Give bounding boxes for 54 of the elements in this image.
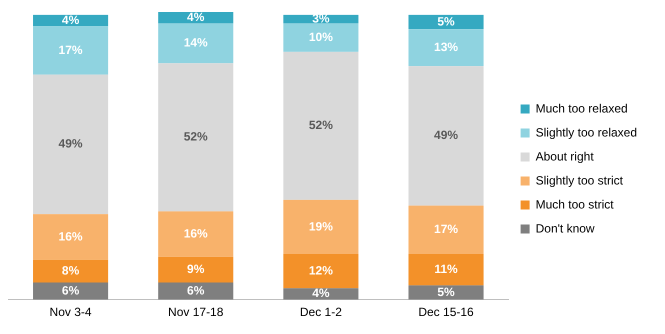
bar bbox=[33, 282, 108, 300]
bar bbox=[33, 260, 108, 283]
data-label: 11% bbox=[434, 262, 458, 276]
data-label: 8% bbox=[62, 263, 80, 278]
data-label: 19% bbox=[308, 219, 334, 234]
bar bbox=[33, 26, 108, 75]
x-tick-label: Nov 17-18 bbox=[168, 305, 224, 320]
bar bbox=[408, 254, 484, 286]
bar bbox=[158, 12, 234, 24]
bar bbox=[158, 63, 234, 212]
bar bbox=[158, 282, 234, 300]
data-label: 3% bbox=[312, 11, 330, 26]
bar bbox=[283, 200, 358, 254]
bar bbox=[158, 256, 234, 283]
legend-label: Much too relaxed bbox=[536, 101, 628, 116]
data-label: 52% bbox=[184, 130, 208, 144]
data-label: 5% bbox=[437, 284, 456, 299]
data-label: 9% bbox=[187, 262, 205, 276]
bar bbox=[408, 66, 484, 206]
data-label: 17% bbox=[58, 42, 83, 57]
bar bbox=[283, 288, 358, 300]
legend-label: Slightly too relaxed bbox=[536, 125, 637, 140]
data-label: 6% bbox=[62, 283, 80, 298]
data-label: 17% bbox=[434, 222, 458, 236]
data-label: 4% bbox=[312, 286, 330, 300]
bar bbox=[283, 52, 358, 200]
data-label: 4% bbox=[62, 12, 80, 27]
data-label: 52% bbox=[308, 118, 334, 132]
data-label: 16% bbox=[184, 226, 208, 240]
data-label: 6% bbox=[187, 283, 205, 298]
x-tick-label: Nov 3-4 bbox=[50, 305, 92, 320]
bar bbox=[283, 23, 358, 52]
data-label: 49% bbox=[434, 128, 458, 142]
data-label: 4% bbox=[187, 10, 205, 24]
bar bbox=[408, 29, 484, 66]
data-label: 12% bbox=[308, 263, 334, 278]
data-label: 10% bbox=[308, 30, 334, 44]
bar bbox=[158, 211, 234, 257]
bar bbox=[408, 206, 484, 254]
x-tick-label: Dec 15-16 bbox=[418, 305, 474, 320]
data-label: 5% bbox=[437, 14, 456, 28]
bar bbox=[158, 23, 234, 64]
data-label: 16% bbox=[58, 229, 83, 244]
legend-label: Much too strict bbox=[536, 197, 614, 212]
legend-label: Slightly too strict bbox=[536, 173, 624, 188]
bar bbox=[33, 74, 108, 214]
data-label: 13% bbox=[434, 40, 458, 54]
x-tick-label: Dec 1-2 bbox=[300, 305, 342, 320]
legend-label: Don't know bbox=[536, 221, 595, 236]
data-label: 49% bbox=[58, 136, 83, 151]
legend-label: About right bbox=[536, 149, 594, 164]
data-label: 14% bbox=[184, 36, 208, 50]
bar bbox=[33, 214, 108, 260]
bar bbox=[283, 254, 358, 288]
